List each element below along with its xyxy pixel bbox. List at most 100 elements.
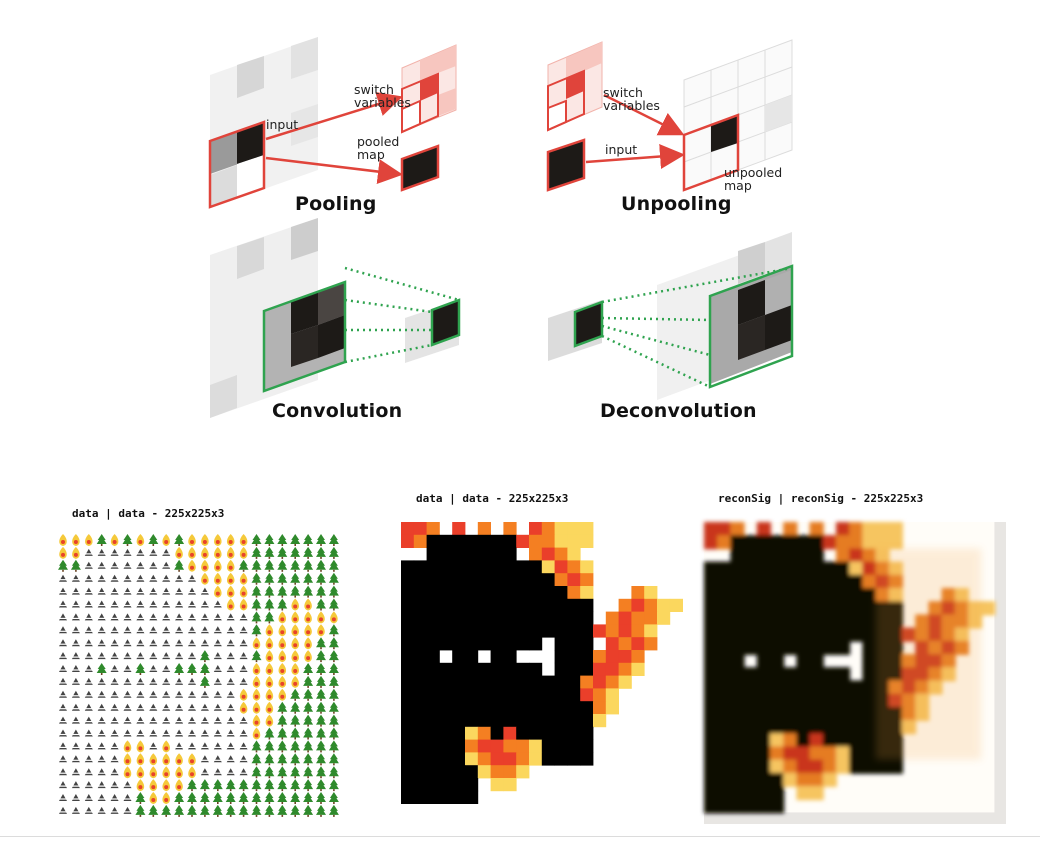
fire-map-cell — [490, 598, 504, 612]
fire-map-cell — [516, 714, 530, 728]
fire-map-cell — [516, 701, 530, 715]
burned-cell-icon — [136, 587, 145, 595]
tree-icon — [316, 740, 326, 753]
fire-map-cell — [580, 675, 594, 689]
tree-icon — [251, 792, 262, 804]
tree-icon — [277, 585, 288, 598]
fire-map-cell — [580, 688, 594, 702]
fire-map-cell — [477, 726, 491, 740]
fire-map-cell — [580, 598, 594, 612]
burned-cell-icon — [200, 742, 209, 750]
fire-map-cell — [413, 598, 427, 612]
fire-map-cell — [413, 701, 427, 715]
fire-map-cell — [516, 534, 530, 548]
tree-icon — [148, 534, 159, 546]
recon-cell — [717, 522, 732, 537]
fire-map-cell — [567, 547, 581, 561]
convolution-input-grid — [210, 218, 347, 418]
burned-cell-icon — [59, 665, 67, 672]
tree-icon — [316, 546, 326, 559]
fire-icon — [278, 637, 287, 650]
fire-map-cell — [490, 624, 504, 638]
fire-map-cell — [465, 611, 479, 625]
tree-icon — [264, 727, 275, 740]
tree-icon — [316, 598, 326, 611]
fire-map-cell — [554, 560, 568, 574]
recon-cell — [730, 746, 745, 761]
tree-icon — [316, 650, 326, 663]
burned-cell-icon — [200, 600, 209, 608]
tree-icon — [290, 740, 301, 753]
recon-cell — [862, 654, 877, 669]
recon-cell — [717, 720, 732, 735]
tree-icon — [303, 675, 314, 688]
burned-cell-icon — [200, 639, 209, 647]
fire-map-cell — [439, 752, 453, 766]
fire-icon — [330, 611, 338, 624]
recon-cell — [796, 667, 811, 682]
recon-cell — [717, 746, 732, 761]
recon-cell — [796, 759, 811, 774]
fire-map-cell — [477, 637, 491, 651]
burned-cell-icon — [200, 755, 209, 763]
deconvolution-title: Deconvolution — [600, 400, 757, 422]
recon-cell — [783, 601, 798, 616]
recon-cell — [704, 706, 719, 721]
tree-icon — [174, 559, 185, 572]
fire-map-cell — [529, 624, 543, 638]
fire-map-cell — [580, 573, 594, 587]
fire-map-cell — [477, 573, 491, 587]
recon-cell — [796, 706, 811, 721]
recon-cell — [756, 535, 771, 550]
fire-icon — [304, 611, 312, 624]
recon-cell — [809, 706, 824, 721]
fire-map-cell — [529, 611, 543, 625]
fire-map-cell — [554, 522, 568, 536]
fire-icon — [291, 650, 299, 663]
fire-map-cell — [644, 586, 658, 600]
recon-cell — [704, 561, 719, 576]
convolution-output-grid — [405, 298, 461, 363]
fire-icon — [175, 546, 183, 559]
burned-cell-icon — [213, 768, 222, 776]
tree-icon — [264, 611, 275, 624]
recon-cell — [822, 535, 837, 550]
recon-cell — [862, 667, 877, 682]
burned-cell-icon — [226, 690, 235, 698]
burned-cell-icon — [149, 703, 158, 711]
fire-map-cell — [605, 611, 619, 625]
recon-cell — [796, 535, 811, 550]
fire-map-cell — [618, 662, 632, 676]
fire-map-cell — [593, 662, 607, 676]
recon-cell — [730, 706, 745, 721]
burned-cell-icon — [97, 806, 106, 814]
tree-icon — [290, 585, 301, 598]
tree-icon — [316, 701, 326, 714]
recon-cell — [849, 746, 864, 761]
unpooling-switch-grid — [547, 41, 603, 132]
recon-cell — [730, 693, 745, 708]
recon-cell — [809, 693, 824, 708]
recon-cell — [770, 654, 785, 669]
burned-cell-icon — [84, 703, 93, 711]
fire-map-cell — [503, 650, 517, 664]
recon-cell — [743, 574, 758, 589]
recon-cell — [717, 601, 732, 616]
recon-cell — [862, 640, 877, 655]
recon-cell — [862, 746, 877, 761]
recon-cell — [822, 706, 837, 721]
recon-cell — [704, 574, 719, 589]
fire-map-cell — [605, 624, 619, 638]
burned-cell-icon — [110, 742, 119, 750]
fire-map-cell — [401, 688, 415, 702]
recon-cell — [796, 693, 811, 708]
tree-icon — [199, 804, 210, 817]
burned-cell-icon — [97, 639, 106, 647]
tree-icon — [328, 753, 339, 766]
fire-map-cell — [516, 598, 530, 612]
unpooled-map-grid — [682, 39, 793, 192]
fire-map-cell — [503, 739, 517, 753]
fire-map-cell — [644, 598, 658, 612]
recon-cell — [756, 680, 771, 695]
burned-cell-icon — [110, 690, 119, 698]
